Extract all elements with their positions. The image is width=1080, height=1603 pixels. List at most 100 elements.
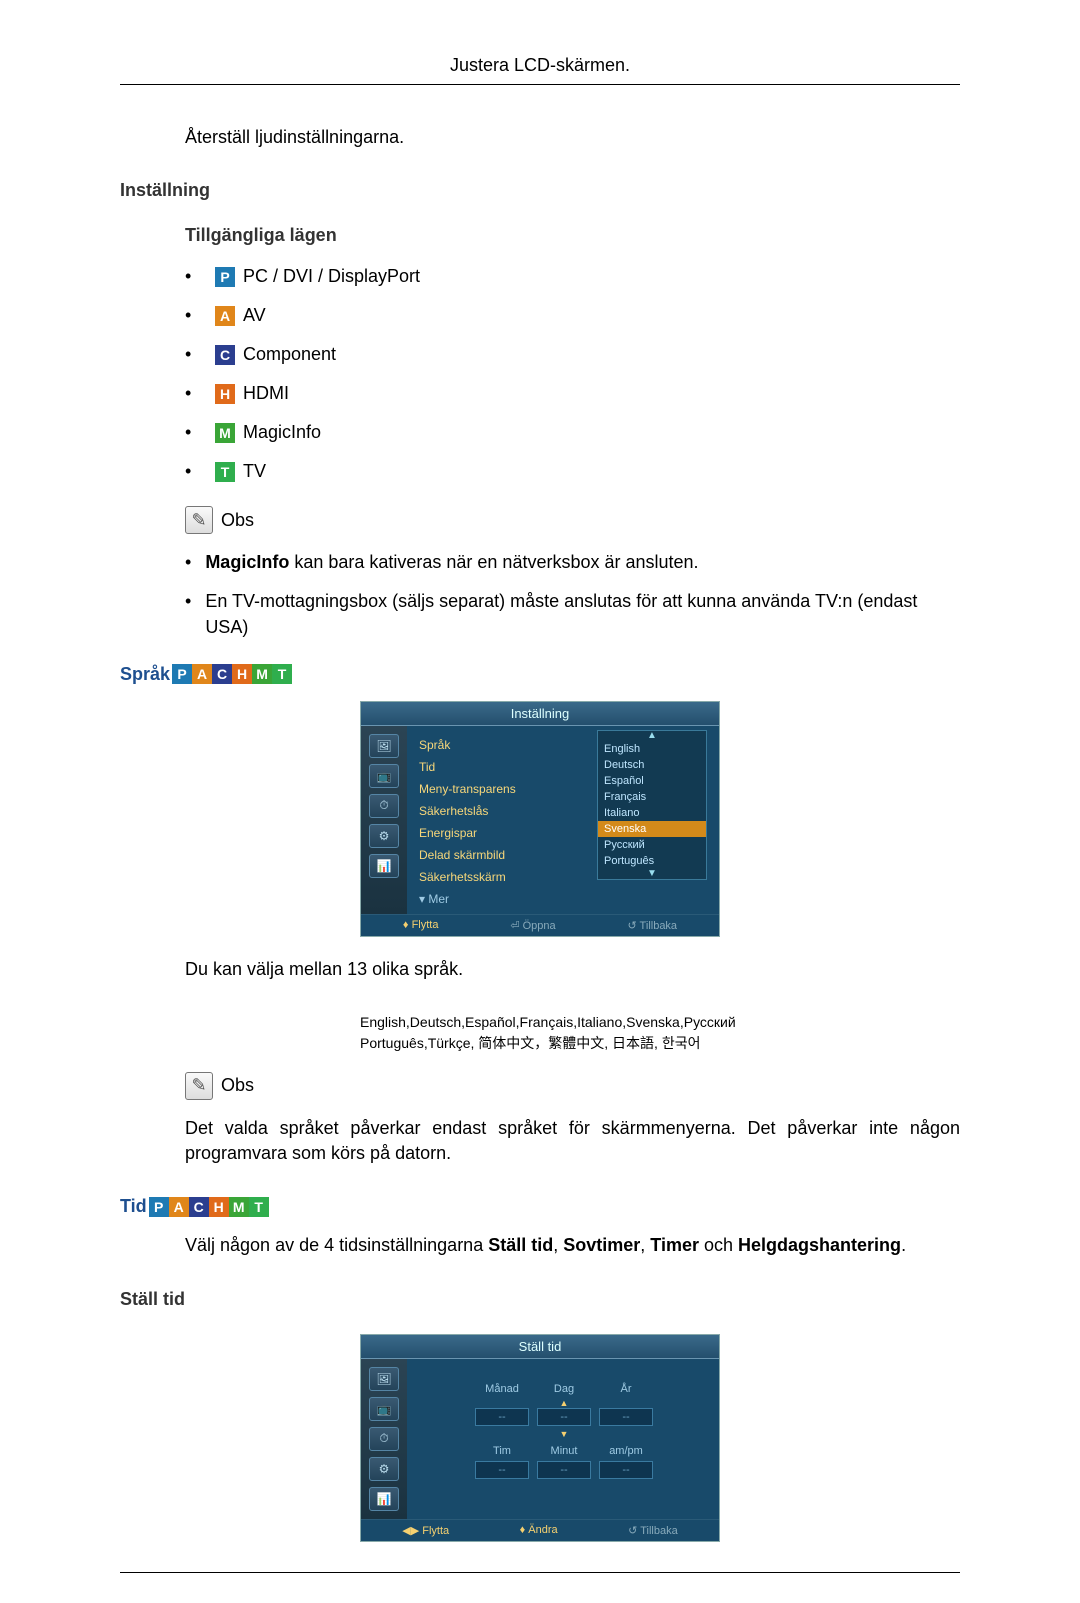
notes-list-1: MagicInfo kan bara kativeras när en nätv…: [185, 550, 960, 640]
osd2-field-value[interactable]: --: [537, 1461, 591, 1479]
osd-side-icon[interactable]: 📊: [369, 854, 399, 878]
note-icon: ✎: [185, 1072, 213, 1100]
osd1-drop-item[interactable]: Français: [598, 789, 706, 805]
note-item: En TV-mottagningsbox (säljs separat) mås…: [185, 589, 960, 639]
sprak-intro: Du kan välja mellan 13 olika språk.: [185, 957, 960, 982]
tid-s4: .: [901, 1235, 906, 1255]
intro-text: Återställ ljudinställningarna.: [185, 125, 960, 150]
mode-icon-c: C: [215, 345, 235, 365]
osd1-drop-item[interactable]: Deutsch: [598, 757, 706, 773]
osd1-drop-item[interactable]: Español: [598, 773, 706, 789]
heading-tid-text: Tid: [120, 1196, 147, 1217]
mode-label: AV: [243, 305, 266, 326]
mode-icon-a: A: [215, 306, 235, 326]
obs-label: Obs: [221, 510, 254, 531]
mode-icon-p: P: [149, 1197, 169, 1217]
tid-intro-pre: Välj någon av de 4 tidsinställningarna: [185, 1235, 488, 1255]
osd1-main: SpråkTidMeny-transparensSäkerhetslåsEner…: [407, 726, 719, 914]
osd1-drop-item[interactable]: Svenska: [598, 821, 706, 837]
obs-label: Obs: [221, 1075, 254, 1096]
osd1-dropdown[interactable]: ▲ EnglishDeutschEspañolFrançaisItalianoS…: [597, 730, 707, 880]
tid-b3: Timer: [650, 1235, 699, 1255]
osd2-sidebar: 🖼 📺 ⏱ ⚙ 📊: [361, 1359, 407, 1519]
osd1-sidebar: 🖼 📺 ⏱ ⚙ 📊: [361, 726, 407, 914]
footer-rule: [120, 1572, 960, 1573]
osd2-field-value[interactable]: --: [599, 1408, 653, 1426]
osd2-field-label: Dag: [537, 1383, 591, 1395]
osd1-drop-item[interactable]: Русский: [598, 837, 706, 853]
osd2-field-value[interactable]: --: [475, 1461, 529, 1479]
osd-stalltid: Ställ tid 🖼📺⏱⚙📊 MånadDagÅr ▲ ------ ▼ Ti…: [360, 1334, 720, 1542]
mode-icon-h: H: [232, 664, 252, 684]
osd1-more[interactable]: ▾ Mer: [419, 888, 709, 910]
heading-sprak: Språk PACHMT: [120, 664, 960, 685]
tid-s3: och: [699, 1235, 738, 1255]
mode-icon-c: C: [189, 1197, 209, 1217]
osd1-foot-move: ♦ Flytta: [403, 919, 439, 932]
osd-side-icon[interactable]: 🖼: [369, 1367, 399, 1391]
osd2-field-label: am/pm: [599, 1445, 653, 1457]
osd-side-icon[interactable]: ⏱: [369, 1427, 399, 1451]
osd-side-icon[interactable]: ⏱: [369, 794, 399, 818]
heading-modes: Tillgängliga lägen: [185, 225, 960, 246]
osd2-foot-change: ♦ Ändra: [520, 1524, 558, 1537]
osd-side-icon[interactable]: 📺: [369, 764, 399, 788]
osd1-foot-open: ⏎ Öppna: [510, 919, 555, 932]
modes-list: P PC / DVI / DisplayPort A AV C Componen…: [185, 266, 960, 482]
osd2-field-value[interactable]: --: [599, 1461, 653, 1479]
heading-installning: Inställning: [120, 180, 960, 201]
mode-icon-p: P: [172, 664, 192, 684]
language-list-2: Português,Türkçe, 简体中文，繁體中文, 日本語, 한국어: [360, 1033, 960, 1054]
language-list-1: English,Deutsch,Español,Français,Italian…: [360, 1012, 960, 1033]
mode-icon-m: M: [229, 1197, 249, 1217]
mode-icon-m: M: [215, 423, 235, 443]
osd2-field-label: Tim: [475, 1445, 529, 1457]
mode-item: T TV: [185, 461, 960, 482]
osd2-field-value[interactable]: --: [475, 1408, 529, 1426]
mode-item: C Component: [185, 344, 960, 365]
osd2-field-label: Månad: [475, 1383, 529, 1395]
sprak-note: Det valda språket påverkar endast språke…: [185, 1116, 960, 1166]
osd-side-icon[interactable]: 📊: [369, 1487, 399, 1511]
osd2-field-label: År: [599, 1383, 653, 1395]
mode-item: A AV: [185, 305, 960, 326]
heading-stalltid: Ställ tid: [120, 1289, 960, 1310]
heading-tid: Tid PACHMT: [120, 1196, 960, 1217]
mode-icon-p: P: [215, 267, 235, 287]
note-icon: ✎: [185, 506, 213, 534]
mode-label: TV: [243, 461, 266, 482]
osd2-foot-back: ↺ Tillbaka: [628, 1524, 678, 1537]
osd-side-icon[interactable]: ⚙: [369, 1457, 399, 1481]
mode-icon-a: A: [169, 1197, 189, 1217]
osd2-footer: ◀▶ Flytta ♦ Ändra ↺ Tillbaka: [361, 1519, 719, 1541]
osd2-title: Ställ tid: [361, 1335, 719, 1359]
mode-icon-c: C: [212, 664, 232, 684]
mode-icons-tid: PACHMT: [149, 1197, 269, 1217]
mode-icons-sprak: PACHMT: [172, 664, 292, 684]
osd2-foot-move: ◀▶ Flytta: [402, 1524, 449, 1537]
osd2-field-value[interactable]: --: [537, 1408, 591, 1426]
osd1-drop-item[interactable]: English: [598, 741, 706, 757]
mode-label: MagicInfo: [243, 422, 321, 443]
mode-icon-h: H: [215, 384, 235, 404]
mode-icon-a: A: [192, 664, 212, 684]
osd1-foot-back: ↺ Tillbaka: [627, 919, 677, 932]
mode-item: M MagicInfo: [185, 422, 960, 443]
osd-side-icon[interactable]: ⚙: [369, 824, 399, 848]
osd-side-icon[interactable]: 🖼: [369, 734, 399, 758]
mode-icon-t: T: [272, 664, 292, 684]
osd-side-icon[interactable]: 📺: [369, 1397, 399, 1421]
mode-icon-t: T: [215, 462, 235, 482]
heading-sprak-text: Språk: [120, 664, 170, 685]
osd1-drop-item[interactable]: Português: [598, 853, 706, 869]
tid-b4: Helgdagshantering: [738, 1235, 901, 1255]
osd2-main: MånadDagÅr ▲ ------ ▼ TimMinutam/pm ----…: [407, 1359, 719, 1519]
osd1-title: Inställning: [361, 702, 719, 726]
mode-item: H HDMI: [185, 383, 960, 404]
mode-icon-h: H: [209, 1197, 229, 1217]
tid-s2: ,: [640, 1235, 650, 1255]
tid-b1: Ställ tid: [488, 1235, 553, 1255]
osd1-drop-item[interactable]: Italiano: [598, 805, 706, 821]
mode-icon-t: T: [249, 1197, 269, 1217]
tid-intro: Välj någon av de 4 tidsinställningarna S…: [185, 1233, 960, 1258]
